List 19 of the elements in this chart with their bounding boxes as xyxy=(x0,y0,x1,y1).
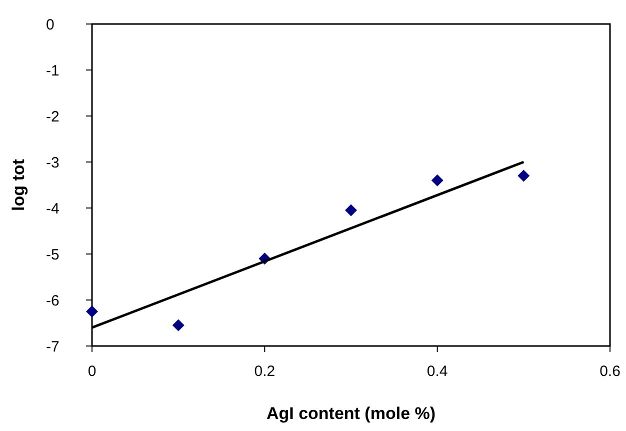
x-tick-label: 0.4 xyxy=(426,363,448,380)
y-tick-label: -4 xyxy=(46,200,60,218)
y-tick-label: -5 xyxy=(46,246,60,264)
x-axis-title: AgI content (mole %) xyxy=(266,404,436,423)
x-tick-label: 0.6 xyxy=(600,363,620,380)
y-tick-label: -1 xyxy=(46,62,60,80)
point xyxy=(518,170,530,182)
x-tick-label: 0 xyxy=(88,363,96,380)
point xyxy=(345,204,357,216)
y-tick-label: -2 xyxy=(46,108,60,126)
y-axis-title: log tot xyxy=(9,158,28,211)
point xyxy=(172,319,184,332)
x-tick-label: 0.2 xyxy=(254,363,276,380)
y-tick-label: 0 xyxy=(46,16,54,34)
y-tick-label: -7 xyxy=(46,338,60,356)
y-tick-label: -6 xyxy=(46,292,60,310)
point xyxy=(86,306,98,318)
y-tick-label: -3 xyxy=(46,154,60,172)
point xyxy=(431,174,444,186)
